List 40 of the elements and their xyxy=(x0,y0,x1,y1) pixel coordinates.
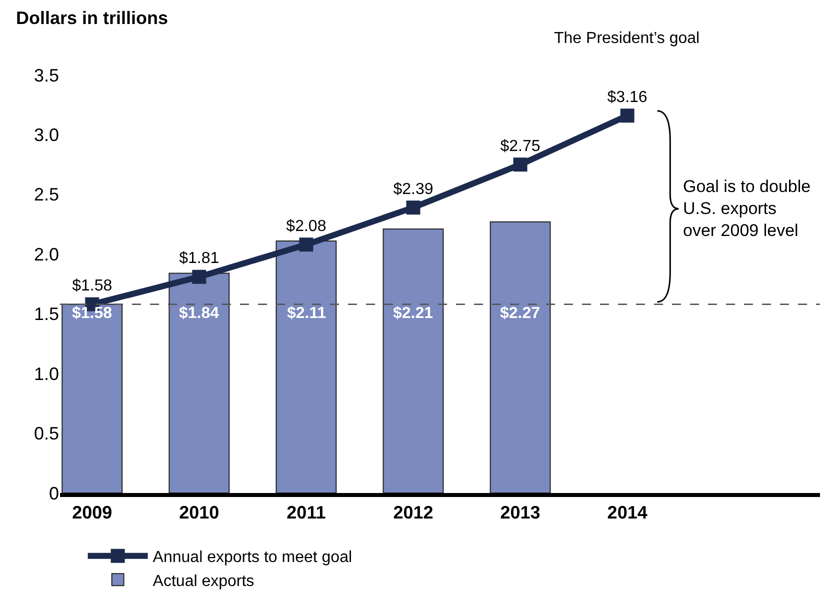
data-label: $2.08 xyxy=(286,218,326,235)
y-tick-label: 3.0 xyxy=(34,125,59,146)
y-tick-label: 1.0 xyxy=(34,364,59,384)
data-label: $3.16 xyxy=(607,88,648,106)
data-label: $2.11 xyxy=(287,305,326,322)
legend-label: Annual exports to meet goal xyxy=(152,549,352,566)
data-label: $1.81 xyxy=(179,250,220,268)
point xyxy=(406,200,420,215)
x-tick-label: 2014 xyxy=(607,502,648,523)
y-axis-title: Dollars in trillions xyxy=(16,8,168,28)
x-tick-label: 2010 xyxy=(179,502,220,523)
y-tick-label: 0.5 xyxy=(34,424,59,444)
text: Goal is to double U.S. exports over 2009 level xyxy=(683,177,811,240)
y-tick-label: 2.0 xyxy=(34,244,59,264)
bar xyxy=(168,272,230,493)
data-label: $2.75 xyxy=(500,138,540,155)
text: The President’s goal xyxy=(554,30,700,47)
x-tick-label: 2009 xyxy=(72,502,112,523)
data-label: $2.21 xyxy=(393,305,434,322)
bar xyxy=(276,240,337,493)
y-tick-label: 3.5 xyxy=(34,65,59,86)
x-tick-label: 2012 xyxy=(393,502,434,523)
point xyxy=(192,270,206,284)
point xyxy=(620,108,634,123)
bar xyxy=(382,228,444,493)
point xyxy=(513,158,528,172)
data-label: $1.58 xyxy=(72,278,112,295)
x-tick-label: 2011 xyxy=(286,502,326,523)
data-label: $2.27 xyxy=(500,305,540,322)
data-label: $1.58 xyxy=(72,305,112,322)
y-tick-label: 2.5 xyxy=(34,184,59,205)
data-label: $2.39 xyxy=(393,180,434,198)
y-tick-label: 0 xyxy=(48,483,59,504)
x-tick-label: 2013 xyxy=(500,502,540,523)
legend-label: Actual exports xyxy=(152,572,254,590)
data-label: $1.84 xyxy=(179,305,220,322)
bar xyxy=(62,304,123,493)
bar xyxy=(490,221,551,493)
y-tick-label: 1.5 xyxy=(34,304,59,324)
point xyxy=(299,238,314,252)
